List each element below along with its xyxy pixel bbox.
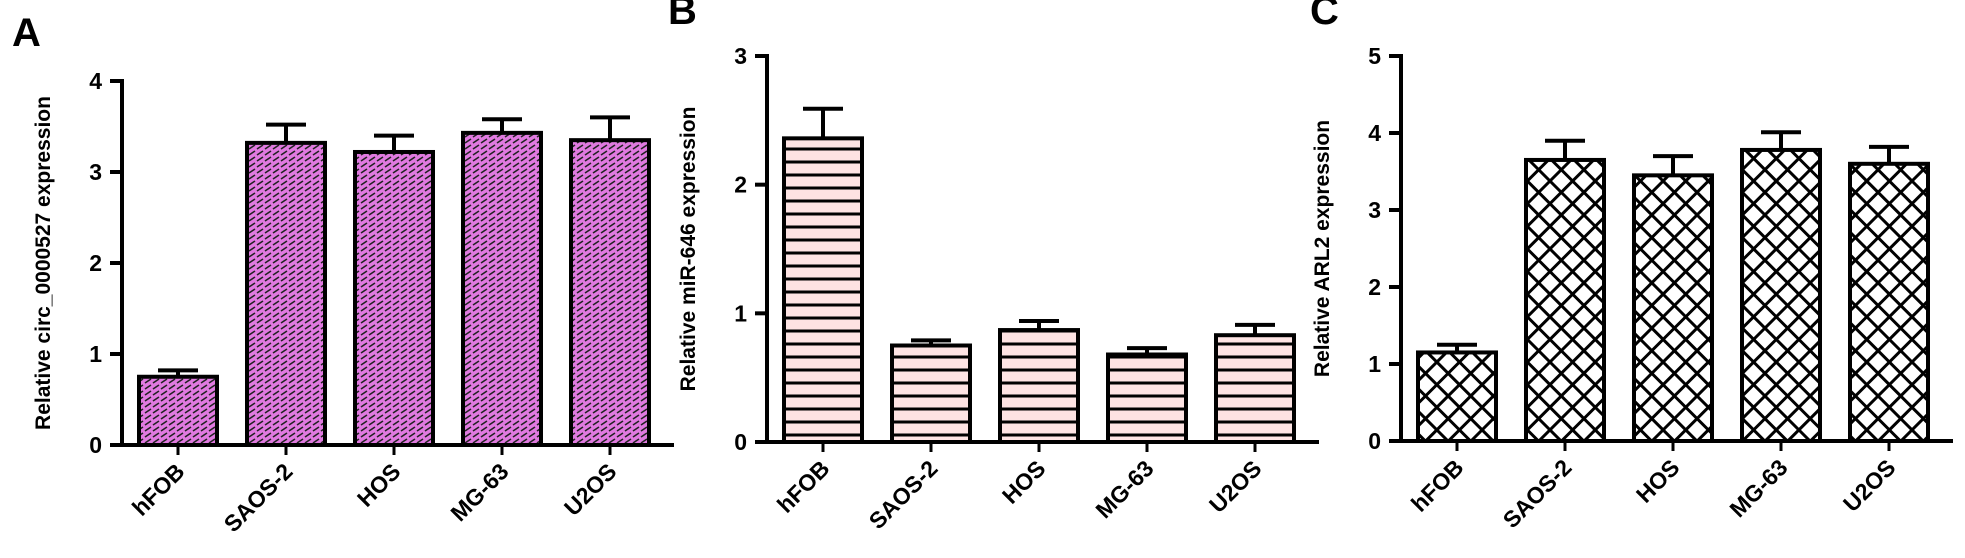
panel-label: A <box>12 11 41 55</box>
x-tick-label: hFOB <box>1406 454 1469 517</box>
x-tick-label: U2OS <box>559 458 622 521</box>
bar <box>1632 173 1714 443</box>
bar <box>1848 161 1930 444</box>
y-axis-label: Relative miR-646 expression <box>677 107 700 392</box>
y-tick-label: 1 <box>1368 351 1381 377</box>
y-tick-label: 2 <box>1368 274 1381 300</box>
y-tick-label: 2 <box>89 250 102 276</box>
bar <box>245 140 327 447</box>
y-tick-label: 3 <box>89 159 102 185</box>
y-tick-label: 3 <box>734 43 747 69</box>
x-tick-label: hFOB <box>772 455 835 518</box>
x-tick-label: HOS <box>997 455 1051 509</box>
x-tick-label: SAOS-2 <box>219 458 298 537</box>
bar <box>353 149 435 447</box>
x-tick-label: MG-63 <box>445 458 513 526</box>
x-tick-label: MG-63 <box>1724 454 1792 522</box>
bar <box>1740 147 1822 443</box>
y-tick-label: 0 <box>89 432 102 458</box>
panel: A Relative circ_0000527 expression 0 1 2 3 4 hF… <box>12 11 674 537</box>
bar <box>569 138 651 447</box>
bar <box>782 136 864 444</box>
y-tick-label: 1 <box>734 300 747 326</box>
y-tick-label: 4 <box>89 68 102 94</box>
bar <box>1416 350 1498 444</box>
bar <box>998 328 1080 444</box>
panel: B Relative miR-646 expression 0 1 2 3 hFOB SAOS… <box>668 0 1319 534</box>
x-tick-label: U2OS <box>1204 455 1267 518</box>
y-axis-label: Relative circ_0000527 expression <box>32 96 55 430</box>
y-tick-label: 0 <box>734 429 747 455</box>
x-tick-label: hFOB <box>127 458 190 521</box>
y-tick-label: 0 <box>1368 428 1381 454</box>
panel-label: C <box>1310 0 1339 33</box>
y-tick-label: 4 <box>1368 120 1381 146</box>
bar <box>890 343 972 444</box>
y-tick-label: 1 <box>89 341 102 367</box>
x-tick-label: HOS <box>352 458 406 512</box>
panel: C Relative ARL2 expression 0 1 2 3 4 5 hFOB SAOS-… <box>1310 0 1953 533</box>
bar <box>1106 352 1188 444</box>
x-tick-label: U2OS <box>1838 454 1901 517</box>
panel-label: B <box>668 0 697 33</box>
x-tick-label: MG-63 <box>1090 455 1158 523</box>
bar <box>1214 333 1296 444</box>
y-tick-label: 3 <box>1368 197 1381 223</box>
y-axis-label: Relative ARL2 expression <box>1311 120 1334 377</box>
bar <box>1524 157 1606 443</box>
x-tick-label: SAOS-2 <box>864 455 943 534</box>
y-tick-label: 5 <box>1368 43 1381 69</box>
bar <box>461 130 543 447</box>
y-tick-label: 2 <box>734 172 747 198</box>
x-tick-label: HOS <box>1631 454 1685 508</box>
bar <box>137 374 219 447</box>
x-tick-label: SAOS-2 <box>1498 454 1577 533</box>
